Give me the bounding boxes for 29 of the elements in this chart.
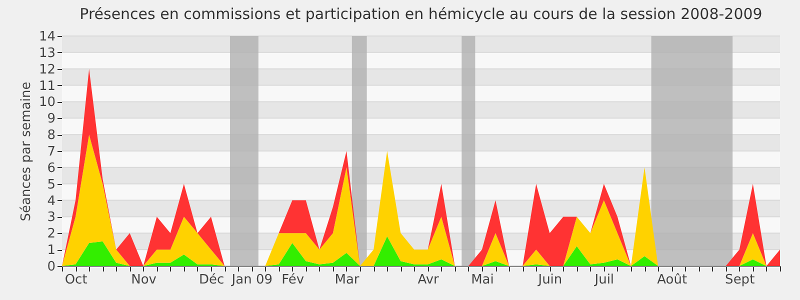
y-tick-label: 11 [38,78,56,94]
x-tick-label: Mar [334,272,360,288]
y-tick-label: 14 [38,30,56,44]
y-tick-label: 3 [47,210,56,226]
y-tick-label: 5 [47,177,56,192]
y-tick-label: 9 [47,112,56,127]
x-tick-label: Déc [198,272,224,288]
x-tick-label: Oct [64,272,88,288]
x-tick-label: Nov [131,272,157,288]
x-tick-label: Juil [594,272,614,288]
y-tick-label: 8 [47,128,56,144]
y-tick-label: 6 [47,160,56,176]
chart-title: Présences en commissions et participation en hémicycle au cours de la session 2008-2009 [80,5,762,23]
y-tick-label: 1 [47,243,56,258]
y-axis-title: Séances par semaine [18,82,34,222]
y-tick-label: 7 [47,144,56,160]
x-tick-label: Mai [471,272,494,288]
y-tick-label: 12 [38,62,56,78]
x-tick-label: Sept [725,272,755,288]
y-tick-label: 10 [38,95,56,110]
y-tick-label: 2 [47,226,56,242]
y-tick-label: 13 [38,46,56,61]
y-tick-label: 0 [47,260,56,274]
x-tick-label: Avr [418,272,440,288]
y-tick-label: 4 [47,194,56,209]
x-tick-label: Juin [537,272,562,288]
x-tick-label: Jan 09 [230,272,273,288]
x-tick-label: Août [657,272,688,288]
x-tick-label: Fév [282,272,304,288]
